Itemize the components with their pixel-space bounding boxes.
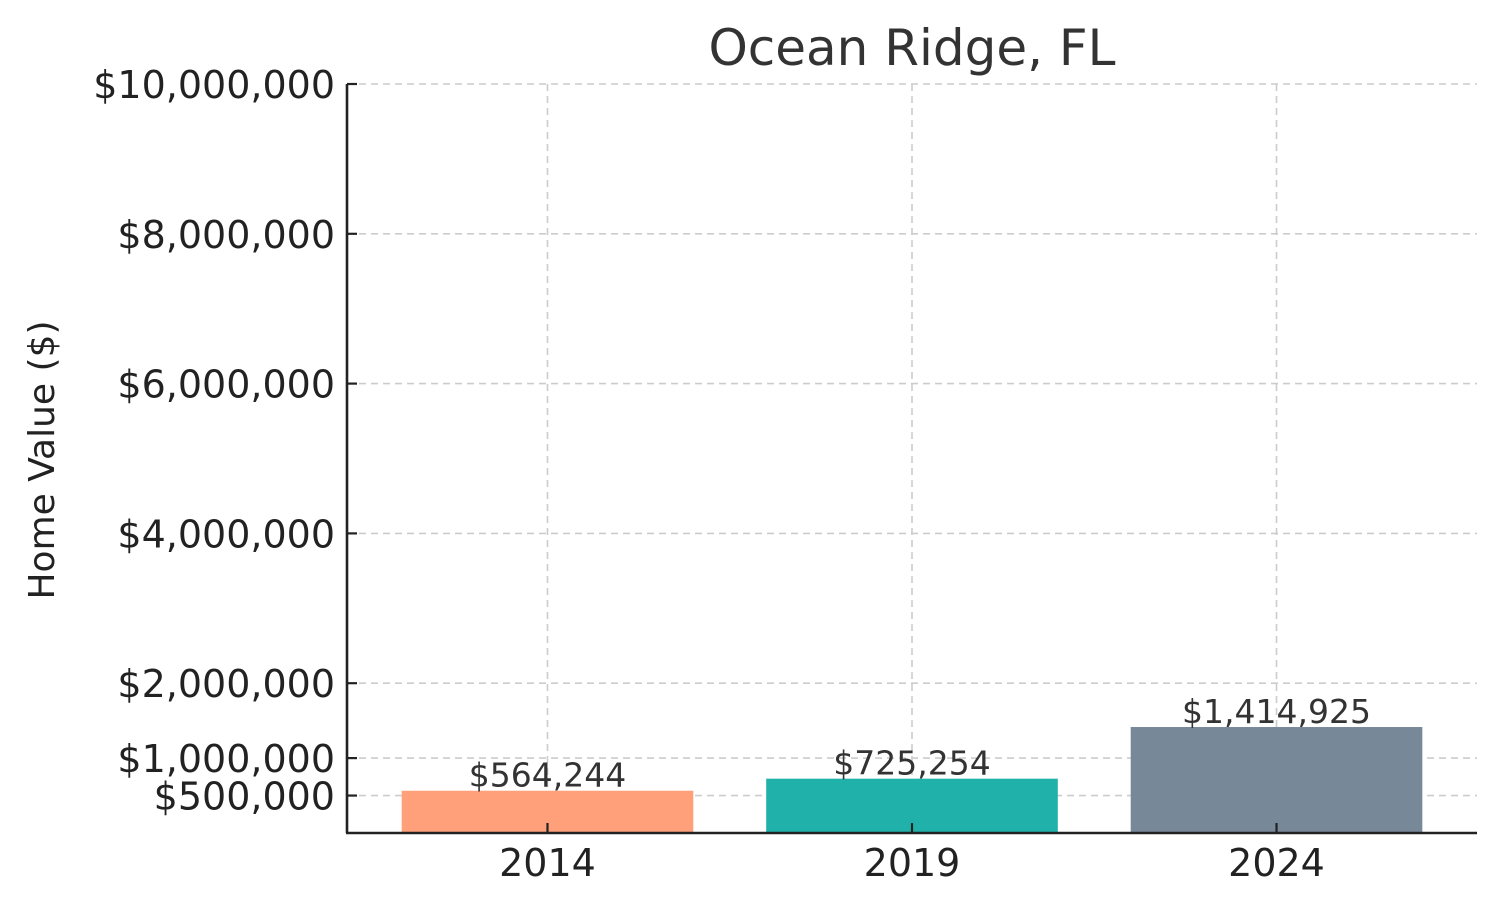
y-tick-label: $8,000,000 [117, 213, 335, 257]
x-tick-label: 2019 [864, 841, 961, 885]
x-tick-label: 2024 [1228, 841, 1325, 885]
labels: $500,000$1,000,000 $2,000,000 $4,000,000 $6… [93, 63, 1371, 885]
data-label: $564,244 [469, 756, 626, 795]
y-tick-label: $10,000,000 [93, 63, 335, 107]
bar-2024 [1130, 727, 1423, 833]
y-tick-label: $4,000,000 [117, 512, 335, 556]
y-tick-label: $500,000 [154, 775, 335, 819]
data-label: $1,414,925 [1182, 692, 1371, 731]
y-tick-label: $1,000,000 [117, 737, 335, 781]
y-axis-label: Home Value ($) [22, 320, 63, 599]
x-tick-label: 2014 [499, 841, 596, 885]
y-tick-label: $6,000,000 [117, 363, 335, 407]
data-label: $725,254 [833, 744, 990, 783]
y-tick-label: $2,000,000 [117, 662, 335, 706]
tick-marks [347, 82, 1278, 833]
chart-title: Ocean Ridge, FL [708, 19, 1115, 77]
